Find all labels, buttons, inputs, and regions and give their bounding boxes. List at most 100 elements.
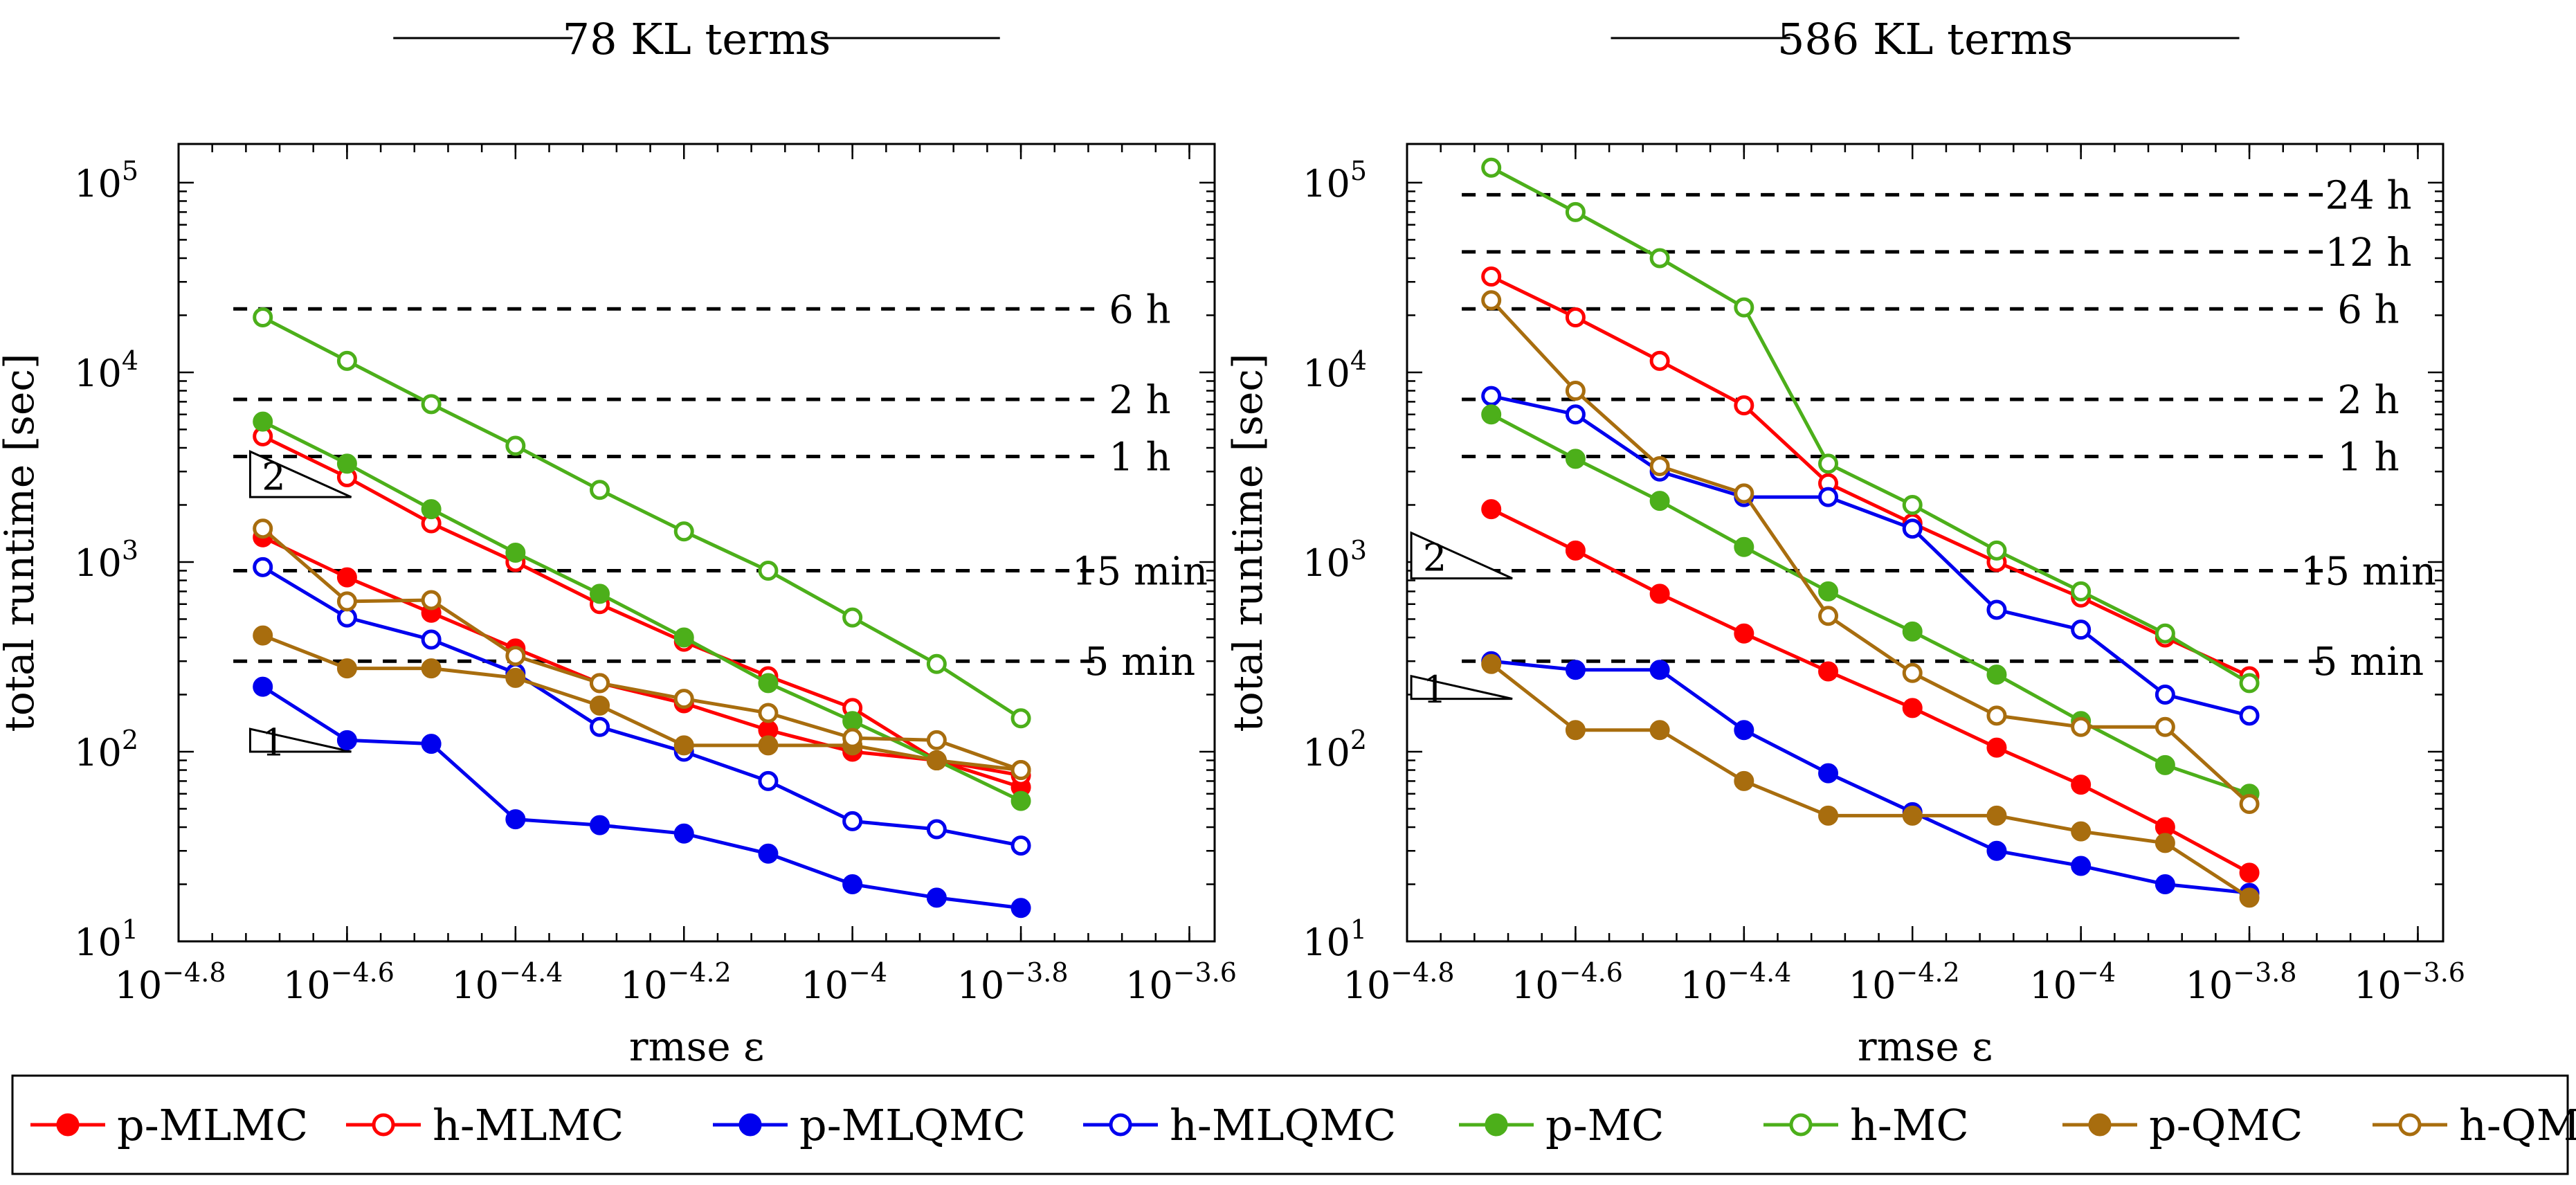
data-point-h-MC xyxy=(421,394,442,415)
y-tick-label: 102 xyxy=(74,725,138,775)
data-point-p-MLMC xyxy=(1986,737,2007,758)
data-point-h-MC xyxy=(590,480,610,500)
data-point-h-QMC xyxy=(590,673,610,694)
series-line-h-QMC xyxy=(262,527,1022,772)
data-point-p-QMC xyxy=(1986,805,2007,826)
data-point-h-MLMC xyxy=(1481,266,1502,287)
series-line-p-QMC xyxy=(262,633,1022,772)
y-tick-label: 104 xyxy=(1303,345,1367,395)
series-line-h-MLMC xyxy=(262,435,1022,777)
x-tick-label: 10−3.6 xyxy=(2354,957,2465,1007)
data-point-h-QMC xyxy=(842,727,863,748)
data-point-h-MLQMC xyxy=(1010,835,1031,856)
legend-marker-h-MC xyxy=(1789,1113,1813,1137)
slope-triangle xyxy=(1410,531,1513,580)
series-line-h-MLMC xyxy=(1490,275,2251,678)
series-line-h-MLQMC xyxy=(262,566,1022,848)
data-point-h-QMC xyxy=(1734,483,1754,504)
data-point-p-QMC xyxy=(590,695,610,716)
series-line-h-MC xyxy=(262,316,1022,720)
legend-marker-p-MC xyxy=(1485,1113,1508,1137)
data-point-h-MLQMC xyxy=(2239,705,2260,726)
data-point-p-MLQMC xyxy=(673,823,694,844)
x-tick-label: 10−4.4 xyxy=(451,957,563,1007)
data-point-p-MLQMC xyxy=(1734,720,1754,741)
data-point-p-MC xyxy=(673,627,694,648)
data-point-h-MLQMC xyxy=(336,607,357,628)
legend: p-MLMC h-MLMC p-MLQMC h-MLQMC p-MC h-MC p-QMC h… xyxy=(11,1074,2576,1175)
data-point-p-MLQMC xyxy=(505,809,526,830)
data-point-p-MLQMC xyxy=(2071,856,2092,876)
data-point-h-MC xyxy=(1565,201,1586,222)
data-point-p-MLQMC xyxy=(758,843,779,864)
x-axis-label: rmse ε xyxy=(629,1023,764,1070)
series-line-h-QMC xyxy=(1489,299,2251,806)
data-point-p-QMC xyxy=(505,667,526,688)
data-point-h-MLQMC xyxy=(1565,404,1586,425)
data-point-p-QMC xyxy=(673,735,694,756)
y-tick-label: 101 xyxy=(74,914,138,964)
plot-area xyxy=(177,143,1216,943)
data-point-p-MLMC xyxy=(1734,623,1754,644)
y-axis-label: total runtime [sec] xyxy=(0,354,43,732)
slope-triangle xyxy=(1410,674,1513,700)
data-point-h-MLMC xyxy=(1649,350,1670,371)
series-line-p-QMC xyxy=(1490,662,2251,899)
data-point-h-MLMC xyxy=(1565,307,1586,327)
data-point-h-MLQMC xyxy=(1818,487,1839,507)
legend-marker-h-MLMC xyxy=(372,1113,395,1137)
chart-title: 78 KL terms xyxy=(563,14,831,64)
data-point-p-MC xyxy=(1818,581,1839,601)
legend-label: h-MC xyxy=(1850,1100,1969,1150)
data-point-p-QMC xyxy=(1734,770,1754,791)
reference-label: 2 h xyxy=(1109,378,1171,423)
data-point-p-QMC xyxy=(2071,821,2092,842)
data-point-h-MLQMC xyxy=(2155,684,2175,705)
data-point-h-MC xyxy=(1010,708,1031,729)
data-point-h-QMC xyxy=(2239,794,2260,815)
data-point-h-MLQMC xyxy=(1902,518,1923,539)
reference-label: 2 h xyxy=(2337,378,2400,423)
data-point-p-MC xyxy=(2155,754,2175,775)
legend-label: p-MLMC xyxy=(117,1100,308,1150)
series-line-p-MLMC xyxy=(262,535,1022,789)
slope-label: 1 xyxy=(1423,668,1446,712)
legend-box xyxy=(11,1074,2569,1175)
y-axis-label: total runtime [sec] xyxy=(1224,354,1271,732)
data-point-p-MLQMC xyxy=(590,815,610,835)
data-point-p-MC xyxy=(1902,621,1923,642)
data-point-h-MC xyxy=(1818,453,1839,474)
data-point-p-MC xyxy=(336,453,357,474)
x-tick-label: 10−4.8 xyxy=(115,957,226,1007)
data-point-h-MC xyxy=(2155,623,2175,644)
y-tick-label: 101 xyxy=(1303,914,1367,964)
legend-label: p-QMC xyxy=(2149,1100,2303,1150)
data-point-h-MC xyxy=(253,307,273,327)
x-tick-label: 10−4.8 xyxy=(1343,957,1455,1007)
data-point-h-MC xyxy=(842,607,863,628)
data-point-h-MC xyxy=(505,435,526,456)
data-point-p-QMC xyxy=(1818,805,1839,826)
data-point-p-QMC xyxy=(1565,720,1586,741)
x-tick-label: 10−4.2 xyxy=(620,957,732,1007)
data-point-h-MC xyxy=(1649,248,1670,269)
series-line-p-MLQMC xyxy=(1491,659,2250,895)
data-point-h-QMC xyxy=(1649,456,1670,477)
data-point-h-QMC xyxy=(758,703,779,723)
data-point-p-MLMC xyxy=(2239,862,2260,883)
data-point-p-QMC xyxy=(1902,805,1923,826)
reference-label: 6 h xyxy=(1109,287,1171,332)
legend-marker-h-QMC xyxy=(2398,1113,2422,1137)
data-point-p-MLQMC xyxy=(1010,898,1031,919)
data-point-p-MC xyxy=(842,711,863,732)
data-point-h-MLQMC xyxy=(758,770,779,791)
data-point-p-QMC xyxy=(253,625,273,646)
slope-triangle xyxy=(248,450,352,498)
data-point-p-MLMC xyxy=(1902,698,1923,718)
legend-marker-p-QMC xyxy=(2088,1113,2112,1137)
data-point-p-MLQMC xyxy=(2155,874,2175,895)
data-point-p-QMC xyxy=(926,750,947,771)
data-point-h-QMC xyxy=(1902,662,1923,683)
x-tick-label: 10−4.6 xyxy=(283,957,394,1007)
